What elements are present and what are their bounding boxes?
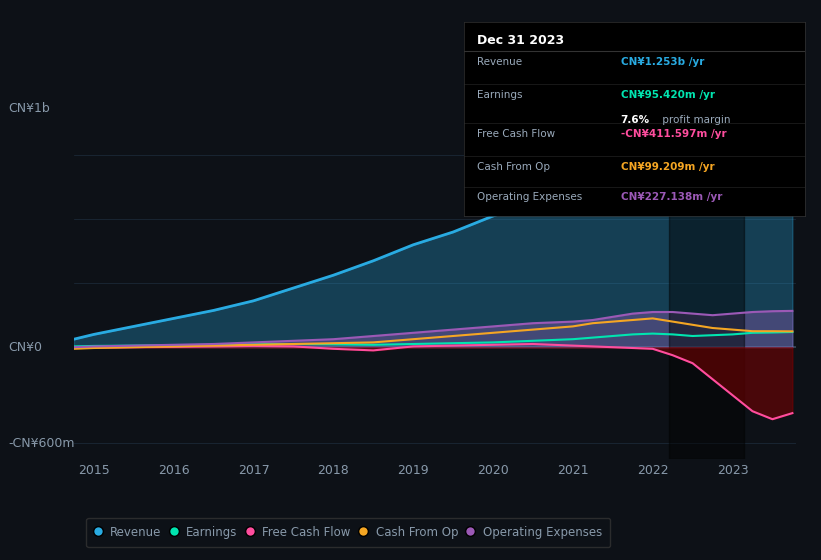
Text: Operating Expenses: Operating Expenses: [478, 193, 583, 202]
Text: profit margin: profit margin: [658, 115, 730, 125]
Legend: Revenue, Earnings, Free Cash Flow, Cash From Op, Operating Expenses: Revenue, Earnings, Free Cash Flow, Cash …: [86, 518, 610, 547]
Text: CN¥99.209m /yr: CN¥99.209m /yr: [621, 161, 714, 171]
Text: CN¥95.420m /yr: CN¥95.420m /yr: [621, 90, 714, 100]
Text: CN¥1.253b /yr: CN¥1.253b /yr: [621, 57, 704, 67]
Text: CN¥0: CN¥0: [8, 340, 42, 354]
Text: Revenue: Revenue: [478, 57, 523, 67]
Bar: [668, 123, 745, 459]
Text: Free Cash Flow: Free Cash Flow: [478, 129, 556, 139]
Text: Earnings: Earnings: [478, 90, 523, 100]
Text: Cash From Op: Cash From Op: [478, 161, 551, 171]
Text: Dec 31 2023: Dec 31 2023: [478, 34, 565, 47]
Text: CN¥227.138m /yr: CN¥227.138m /yr: [621, 193, 722, 202]
Text: -CN¥411.597m /yr: -CN¥411.597m /yr: [621, 129, 727, 139]
Text: -CN¥600m: -CN¥600m: [8, 437, 75, 450]
Text: 7.6%: 7.6%: [621, 115, 649, 125]
Text: CN¥1b: CN¥1b: [8, 102, 50, 115]
